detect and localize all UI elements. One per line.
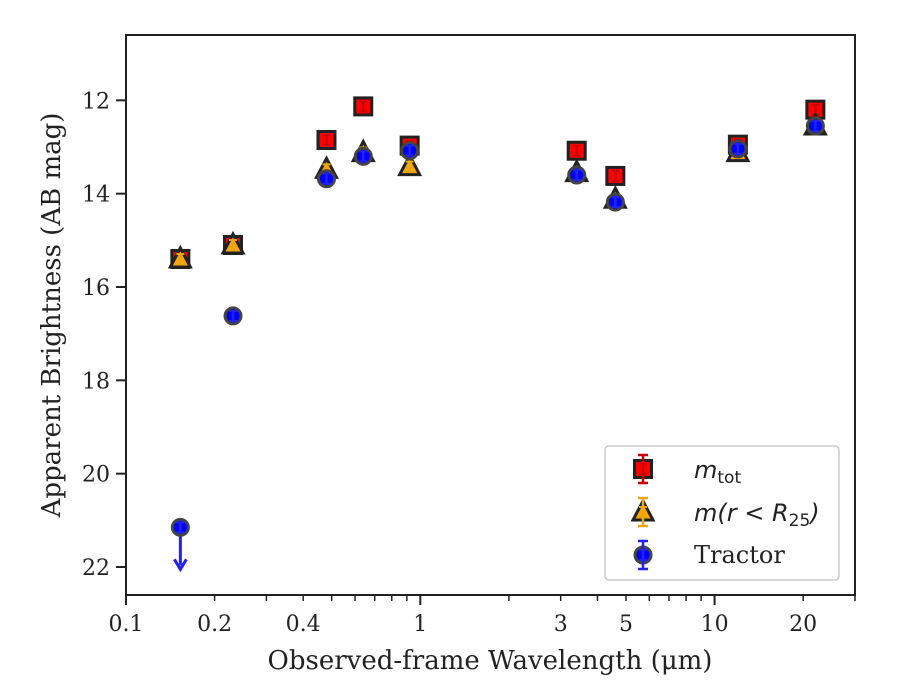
data-point xyxy=(316,130,337,150)
data-point xyxy=(805,116,825,136)
y-tick-label: 14 xyxy=(82,183,110,208)
x-tick-label: 3 xyxy=(554,612,568,637)
x-axis-label: Observed-frame Wavelength (μm) xyxy=(268,646,713,676)
data-point xyxy=(170,517,190,537)
series-2 xyxy=(170,116,825,573)
data-point xyxy=(397,152,423,177)
data-point xyxy=(605,165,626,186)
legend-label-mr: m(r < R25) xyxy=(694,499,820,531)
x-tick-label: 0.4 xyxy=(286,612,321,637)
upper-limit-arrow-head xyxy=(173,558,188,573)
legend: mtot m(r < R25) Tractor xyxy=(604,445,840,581)
data-point xyxy=(223,306,243,326)
x-tick-label: 10 xyxy=(701,612,729,637)
x-tick-label: 5 xyxy=(619,612,633,637)
legend-label-mtot: mtot xyxy=(694,456,741,488)
data-point xyxy=(728,139,748,159)
data-points xyxy=(167,96,828,573)
y-tick-label: 18 xyxy=(82,369,110,394)
data-point xyxy=(605,192,625,212)
data-point xyxy=(400,141,420,161)
x-tick-label: 20 xyxy=(789,612,817,637)
data-point xyxy=(567,165,587,185)
x-tick-label: 1 xyxy=(413,612,427,637)
legend-label-tractor: Tractor xyxy=(694,541,785,569)
y-axis-label: Apparent Brightness (AB mag) xyxy=(37,113,67,519)
y-tick-label: 16 xyxy=(82,276,110,301)
legend-box xyxy=(604,445,840,581)
y-tick-label: 12 xyxy=(82,89,110,114)
y-tick-label: 22 xyxy=(82,556,110,581)
data-point xyxy=(167,244,193,269)
y-tick-label: 20 xyxy=(82,463,110,488)
data-point xyxy=(316,169,336,189)
x-tick-label: 0.1 xyxy=(109,612,144,637)
data-point xyxy=(353,146,373,166)
y-axis: 12 14 16 18 20 22 xyxy=(82,89,126,581)
data-point xyxy=(566,140,587,161)
x-axis: 0.1 0.2 0.4 1 3 5 10 20 xyxy=(109,595,856,637)
data-point xyxy=(353,96,374,117)
x-tick-label: 0.2 xyxy=(197,612,232,637)
data-point xyxy=(220,230,246,255)
